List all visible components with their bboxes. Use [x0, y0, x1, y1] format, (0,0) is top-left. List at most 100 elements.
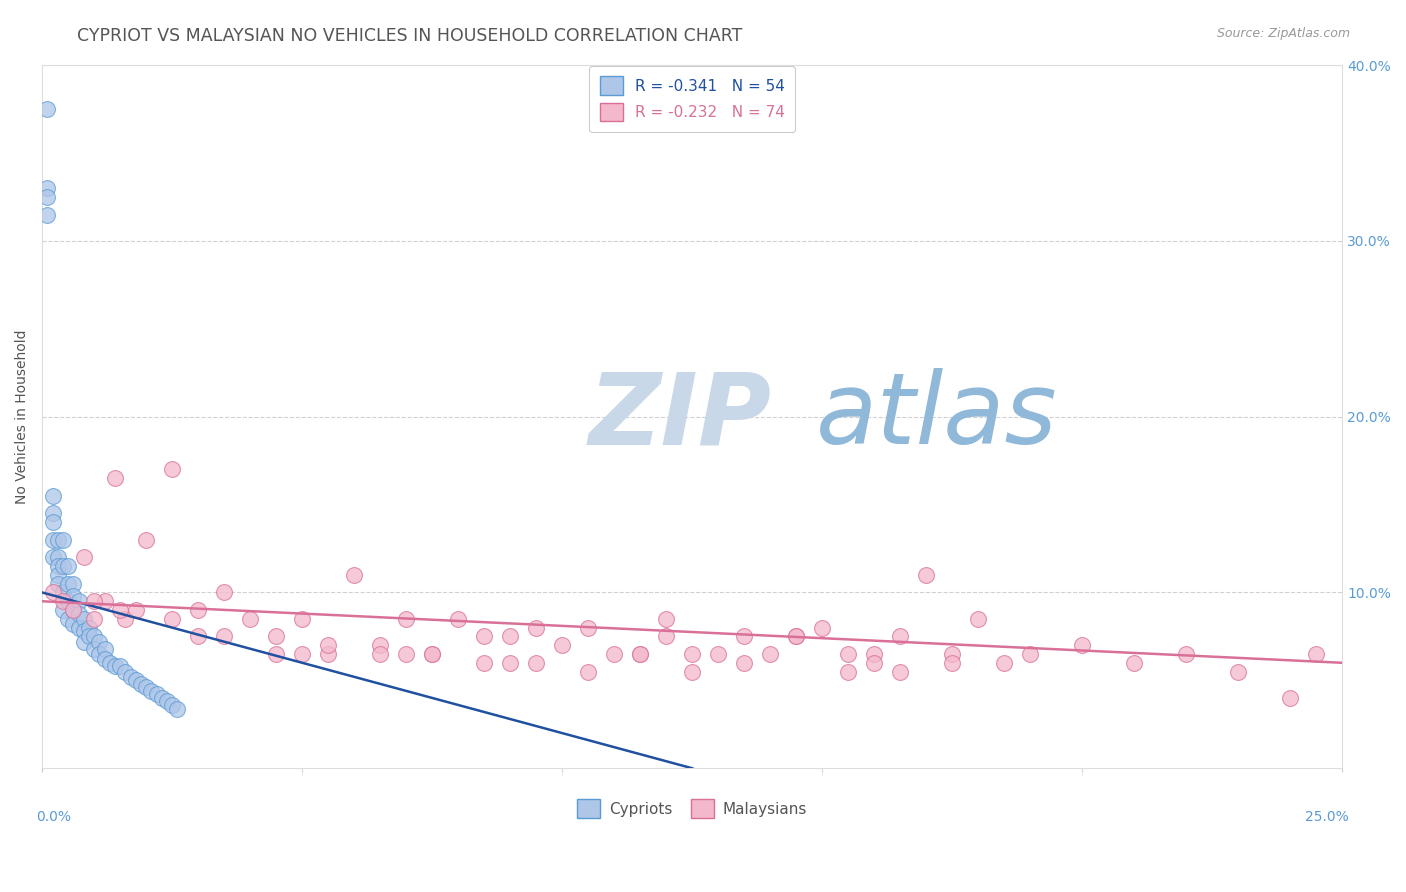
Point [707, 647, 730, 661]
Point [104, 659, 127, 673]
Point [93, 641, 115, 656]
Point [160, 462, 183, 476]
Point [160, 612, 183, 626]
Text: CYPRIOT VS MALAYSIAN NO VEHICLES IN HOUSEHOLD CORRELATION CHART: CYPRIOT VS MALAYSIAN NO VEHICLES IN HOUS… [77, 27, 742, 45]
Point [889, 629, 911, 643]
Point [368, 647, 391, 661]
Point [524, 621, 547, 635]
Point [166, 701, 188, 715]
Point [264, 647, 287, 661]
Point [681, 665, 703, 679]
Point [41, 550, 63, 565]
Point [1123, 656, 1146, 670]
Point [889, 665, 911, 679]
Point [41, 489, 63, 503]
Point [89, 634, 111, 648]
Point [83, 594, 105, 608]
Point [108, 659, 131, 673]
Point [343, 568, 366, 582]
Point [114, 612, 136, 626]
Point [733, 656, 755, 670]
Point [125, 673, 148, 688]
Text: ZIP: ZIP [588, 368, 772, 466]
Point [77, 621, 100, 635]
Point [156, 694, 179, 708]
Point [915, 568, 938, 582]
Point [291, 612, 314, 626]
Point [1019, 647, 1042, 661]
Point [58, 612, 80, 626]
Point [83, 641, 105, 656]
Point [41, 515, 63, 529]
Point [160, 698, 183, 712]
Point [212, 629, 235, 643]
Point [291, 647, 314, 661]
Point [46, 550, 69, 565]
Point [114, 665, 136, 679]
Point [733, 629, 755, 643]
Y-axis label: No Vehicles in Household: No Vehicles in Household [15, 329, 30, 504]
Point [993, 656, 1015, 670]
Point [73, 624, 96, 639]
Point [239, 612, 262, 626]
Text: atlas: atlas [815, 368, 1057, 466]
Point [62, 589, 84, 603]
Point [472, 629, 495, 643]
Point [785, 629, 807, 643]
Point [52, 594, 75, 608]
Point [150, 690, 173, 705]
Point [187, 603, 209, 617]
Point [135, 533, 157, 547]
Point [89, 647, 111, 661]
Point [93, 652, 115, 666]
Point [264, 629, 287, 643]
Point [46, 533, 69, 547]
Point [62, 617, 84, 632]
Point [603, 647, 626, 661]
Point [58, 576, 80, 591]
Point [52, 533, 75, 547]
Point [62, 603, 84, 617]
Point [863, 656, 886, 670]
Point [129, 677, 152, 691]
Point [551, 638, 574, 652]
Point [67, 621, 90, 635]
Point [37, 190, 59, 204]
Point [73, 634, 96, 648]
Point [41, 507, 63, 521]
Point [1175, 647, 1198, 661]
Point [395, 647, 418, 661]
Point [395, 612, 418, 626]
Point [46, 568, 69, 582]
Point [37, 102, 59, 116]
Point [967, 612, 990, 626]
Point [759, 647, 782, 661]
Point [368, 638, 391, 652]
Point [93, 594, 115, 608]
Point [58, 594, 80, 608]
Point [420, 647, 443, 661]
Point [941, 656, 963, 670]
Point [108, 603, 131, 617]
Text: 0.0%: 0.0% [35, 811, 70, 824]
Point [125, 603, 148, 617]
Point [83, 629, 105, 643]
Point [628, 647, 651, 661]
Point [837, 647, 859, 661]
Point [98, 656, 121, 670]
Point [1279, 690, 1302, 705]
Point [499, 656, 522, 670]
Point [212, 585, 235, 599]
Point [837, 665, 859, 679]
Point [499, 629, 522, 643]
Point [120, 670, 142, 684]
Point [62, 576, 84, 591]
Point [58, 559, 80, 574]
Point [316, 647, 339, 661]
Point [46, 559, 69, 574]
Legend: Cypriots, Malaysians: Cypriots, Malaysians [571, 793, 814, 824]
Point [41, 585, 63, 599]
Point [46, 576, 69, 591]
Point [316, 638, 339, 652]
Point [73, 550, 96, 565]
